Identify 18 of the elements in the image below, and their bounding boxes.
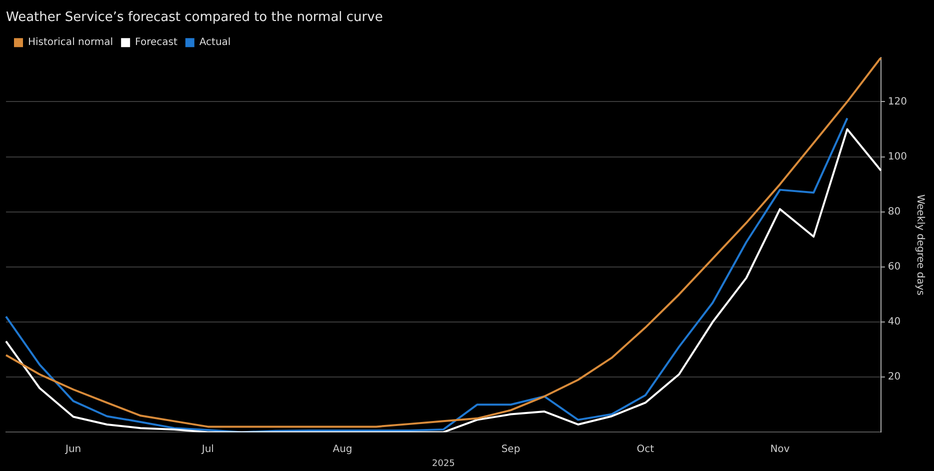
y-tick-label: 60 [888,262,901,273]
legend-label: Actual [199,37,231,48]
x-tick-label: Aug [332,444,352,455]
x-tick-label: Nov [770,444,790,455]
legend-label: Forecast [135,37,178,48]
y-tick-label: 20 [888,372,901,383]
chart-title: Weather Service’s forecast compared to the normal curve [6,10,383,26]
x-tick-label: Jun [64,444,82,455]
y-tick-label: 120 [888,96,908,108]
x-tick-label: Sep [501,444,520,455]
x-tick-label: Oct [636,444,654,455]
x-axis-title: 2025 [432,458,455,469]
y-tick-label: 100 [888,151,908,162]
x-tick-label: Jul [200,444,214,455]
y-axis-title: Weekly degree days [914,194,926,296]
y-tick-label: 80 [888,206,901,218]
legend-label: Historical normal [28,37,114,48]
y-tick-label: 40 [888,316,901,328]
